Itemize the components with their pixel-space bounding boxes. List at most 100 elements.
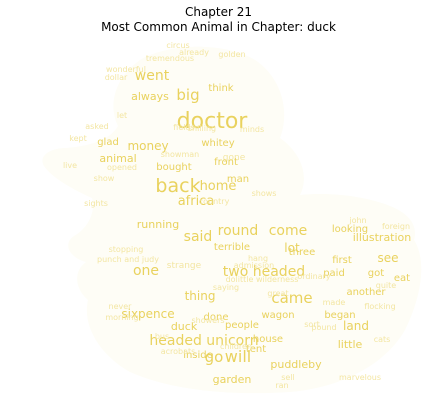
cloud-word-africa: africa bbox=[178, 194, 215, 209]
cloud-word-opened: opened bbox=[107, 163, 137, 172]
cloud-word-shilling: shilling bbox=[188, 124, 216, 133]
cloud-word-never: never bbox=[109, 302, 133, 311]
cloud-word-went: went bbox=[135, 68, 170, 84]
cloud-word-house: house bbox=[253, 334, 283, 345]
cloud-word-think: think bbox=[208, 83, 233, 94]
cloud-word-another: another bbox=[346, 287, 386, 298]
cloud-word-shows: shows bbox=[252, 189, 277, 198]
cloud-word-came: came bbox=[271, 289, 312, 307]
cloud-word-morning: morning bbox=[105, 313, 138, 322]
chart-subtitle: Most Common Animal in Chapter: duck bbox=[101, 20, 336, 34]
cloud-word-thing: thing bbox=[185, 289, 216, 303]
cloud-word-circus: circus bbox=[166, 41, 189, 50]
chart-title: Chapter 21 bbox=[184, 5, 253, 19]
cloud-word-tent: tent bbox=[246, 344, 266, 355]
cloud-word-show: show bbox=[94, 174, 115, 183]
cloud-word-pound: pound bbox=[311, 323, 336, 332]
cloud-word-ran: ran bbox=[275, 381, 288, 390]
cloud-word-people: people bbox=[225, 320, 259, 331]
cloud-word-terrible: terrible bbox=[214, 242, 250, 253]
cloud-word-showers: showers bbox=[191, 316, 224, 325]
cloud-word-bought: bought bbox=[156, 162, 191, 173]
cloud-word-back: back bbox=[155, 175, 200, 197]
cloud-word-see: see bbox=[377, 251, 398, 265]
cloud-word-big: big bbox=[176, 86, 199, 104]
cloud-word-saying: saying bbox=[213, 283, 239, 292]
cloud-word-illustration: illustration bbox=[353, 231, 412, 244]
cloud-word-country: country bbox=[199, 197, 230, 206]
cloud-word-puddleby: puddleby bbox=[270, 358, 322, 371]
cloud-word-hang: hang bbox=[248, 254, 268, 263]
cloud-word-kept: kept bbox=[69, 134, 86, 143]
cloud-word-ordinary: ordinary bbox=[297, 272, 331, 281]
cloud-word-acrobats: acrobats bbox=[161, 347, 196, 356]
cloud-word-punch-and-judy: punch and judy bbox=[97, 255, 159, 264]
cloud-word-marvelous: marvelous bbox=[339, 373, 381, 382]
cloud-word-paid: paid bbox=[323, 268, 345, 279]
cloud-word-great: great bbox=[267, 289, 288, 298]
cloud-word-round: round bbox=[218, 223, 259, 239]
cloud-word-always: always bbox=[131, 90, 169, 103]
cloud-word-lot: lot bbox=[284, 241, 300, 255]
cloud-word-wagon: wagon bbox=[261, 310, 294, 321]
cloud-word-stopping: stopping bbox=[109, 245, 144, 254]
cloud-word-duck: duck bbox=[171, 320, 198, 333]
cloud-word-dollar: dollar bbox=[105, 73, 128, 82]
cloud-word-already: already bbox=[179, 48, 209, 57]
cloud-word-got: got bbox=[368, 268, 384, 279]
cloud-word-golden: golden bbox=[218, 50, 245, 59]
cloud-word-animal: animal bbox=[99, 152, 136, 165]
cloud-word-children: children bbox=[220, 342, 252, 351]
cloud-word-cats: cats bbox=[374, 335, 391, 344]
cloud-word-headed-unicorn: headed unicorn bbox=[149, 333, 258, 349]
cloud-word-john: john bbox=[348, 216, 366, 225]
cloud-word-began: began bbox=[324, 310, 355, 321]
cloud-word-sort: sort bbox=[304, 320, 320, 329]
cloud-word-looking: looking bbox=[332, 224, 368, 235]
cloud-word-tremendous: tremendous bbox=[146, 54, 194, 63]
cloud-word-gone: gone bbox=[223, 153, 246, 163]
cloud-word-let: let bbox=[117, 111, 127, 120]
cloud-word-doctor: doctor bbox=[177, 109, 249, 134]
cloud-word-minds: minds bbox=[240, 125, 264, 134]
cloud-word-running: running bbox=[137, 218, 179, 231]
cloud-word-sights: sights bbox=[84, 199, 108, 208]
cloud-word-will: will bbox=[225, 347, 251, 366]
cloud-word-whitey: whitey bbox=[201, 138, 234, 149]
cloud-word-garden: garden bbox=[213, 373, 252, 386]
cloud-word-said: said bbox=[184, 229, 213, 245]
cloud-word-man: man bbox=[227, 174, 249, 185]
cloud-word-come: come bbox=[269, 223, 308, 239]
cloud-word-inside: inside bbox=[183, 350, 213, 361]
cloud-word-admission: admission bbox=[234, 261, 275, 270]
cloud-word-foreign: foreign bbox=[382, 222, 410, 231]
cloud-word-little: little bbox=[338, 338, 363, 351]
cloud-word-showman: showman bbox=[161, 150, 199, 159]
cloud-word-go: go bbox=[205, 348, 224, 366]
cloud-word-live: live bbox=[63, 161, 77, 170]
cloud-word-asked: asked bbox=[85, 122, 108, 131]
duck-silhouette-icon bbox=[42, 46, 422, 394]
cloud-word-first: first bbox=[332, 255, 352, 266]
cloud-word-sell: sell bbox=[281, 373, 295, 382]
cloud-word-sixpence: sixpence bbox=[121, 307, 174, 321]
cloud-word-two-headed: two headed bbox=[223, 264, 305, 280]
cloud-word-eat: eat bbox=[394, 273, 410, 284]
cloud-word-strange: strange bbox=[167, 261, 202, 271]
cloud-word-glad: glad bbox=[97, 137, 119, 148]
cloud-word-made: made bbox=[323, 298, 346, 307]
cloud-word-one: one bbox=[133, 263, 159, 279]
cloud-word-front: front bbox=[214, 157, 238, 168]
cloud-word-three: three bbox=[289, 247, 315, 258]
cloud-word-money: money bbox=[127, 139, 168, 153]
cloud-word-fields: fields bbox=[173, 123, 194, 132]
cloud-word-bus: bus bbox=[155, 332, 169, 341]
cloud-word-dolittle-wilderness: dolittle wilderness bbox=[226, 275, 299, 284]
cloud-word-flocking: flocking bbox=[364, 302, 395, 311]
cloud-word-wonderful: wonderful bbox=[106, 65, 146, 74]
cloud-word-land: land bbox=[343, 319, 369, 333]
cloud-word-home: home bbox=[200, 179, 237, 194]
